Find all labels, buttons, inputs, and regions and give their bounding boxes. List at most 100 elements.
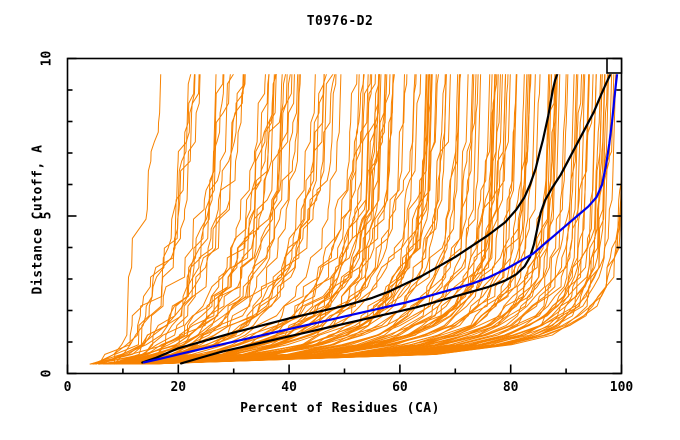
x-tick-label: 80 <box>502 379 519 395</box>
ensemble-curve <box>135 74 459 365</box>
ensemble-curve <box>141 74 613 365</box>
ensemble-curve <box>110 74 299 365</box>
y-tick-label: 10 <box>39 50 54 66</box>
ensemble-curve <box>109 74 225 365</box>
ensemble-curve <box>136 74 569 365</box>
data-curves-group <box>89 74 622 365</box>
ensemble-curve <box>128 74 498 365</box>
top-right-notch <box>606 57 623 74</box>
ensemble-curve <box>100 74 200 365</box>
ensemble-curve <box>117 74 430 365</box>
ensemble-curve <box>125 74 541 365</box>
ensemble-curve <box>136 74 557 365</box>
ensemble-curve <box>144 74 603 365</box>
ensemble-curve <box>138 74 461 365</box>
ensemble-curve <box>93 74 270 365</box>
ensemble-curve <box>114 74 266 365</box>
ensemble-curve <box>126 74 553 365</box>
ensemble-curve <box>114 74 437 365</box>
ensemble-curve <box>136 74 473 365</box>
ensemble-curve <box>102 74 316 365</box>
ensemble-curve <box>133 74 475 365</box>
ensemble-curve <box>111 74 283 365</box>
ensemble-curve <box>127 74 408 365</box>
ensemble-curve <box>125 74 325 365</box>
ensemble-curve <box>110 74 301 365</box>
ensemble-curve <box>94 74 277 365</box>
ensemble-curve <box>103 74 334 365</box>
x-tick-label: 20 <box>170 379 187 395</box>
x-tick-label: 60 <box>392 379 408 395</box>
ensemble-curve <box>145 74 584 365</box>
ensemble-curve <box>116 74 246 365</box>
ensemble-curve <box>137 74 509 365</box>
ensemble-curve <box>122 74 382 365</box>
x-tick-label: 40 <box>281 379 297 395</box>
ensemble-curve <box>113 74 433 365</box>
ensemble-curve <box>107 74 277 365</box>
ensemble-curve <box>117 74 429 365</box>
ensemble-curve <box>140 156 622 365</box>
ensemble-curve <box>134 74 567 365</box>
ensemble-curve <box>107 74 245 365</box>
ensemble-curve <box>92 74 195 365</box>
ensemble-curve <box>113 74 201 365</box>
ensemble-curve <box>127 74 479 365</box>
ensemble-curve <box>149 74 617 365</box>
y-tick-label: 0 <box>39 369 54 377</box>
ensemble-curve <box>89 74 231 365</box>
series-highlight-blue <box>142 74 619 364</box>
ensemble-curve <box>112 74 291 365</box>
ensemble-curve <box>98 74 192 365</box>
series-reference-black-2 <box>179 74 612 365</box>
page-title: T0976-D2 <box>306 14 374 29</box>
ensemble-curve <box>121 74 342 365</box>
ensemble-curve <box>149 74 602 365</box>
ensemble-curve <box>129 74 469 365</box>
ensemble-curve <box>103 74 325 365</box>
y-tick-label: 5 <box>39 211 54 220</box>
ensemble-curve <box>135 74 525 365</box>
ensemble-curve <box>137 74 528 365</box>
ensemble-curve <box>126 74 380 365</box>
ensemble-curve <box>134 74 608 365</box>
ensemble-curve <box>108 74 295 365</box>
ensemble-curve <box>129 74 579 365</box>
ensemble-curve <box>148 169 622 365</box>
series-reference-black-1 <box>141 74 559 364</box>
ensemble-curve <box>89 74 244 365</box>
ensemble-curve <box>99 74 234 365</box>
ensemble-curve <box>136 74 575 365</box>
ensemble-curve <box>131 74 511 365</box>
ensemble-curve <box>123 74 371 365</box>
ensemble-curve <box>95 74 162 365</box>
ensemble-curve <box>147 74 597 365</box>
ensemble-curve <box>137 74 536 365</box>
ensemble-curve <box>134 74 395 365</box>
ensemble-curve <box>115 74 293 365</box>
ensemble-curve <box>113 74 386 365</box>
ensemble-curve <box>124 74 499 365</box>
ensemble-curve <box>106 74 300 365</box>
ensemble-curve <box>103 74 358 365</box>
ensemble-curve <box>122 74 388 365</box>
ensemble-curve <box>109 74 275 365</box>
ensemble-curve <box>121 74 365 365</box>
ensemble-curve <box>135 74 433 365</box>
x-axis-label: Percent of Residues (CA) <box>240 401 440 416</box>
x-tick-label: 0 <box>63 379 72 395</box>
x-tick-label: 100 <box>609 379 634 395</box>
ensemble-curve <box>132 74 482 365</box>
ensemble-curve <box>133 74 493 365</box>
ensemble-curve <box>116 74 336 365</box>
ensemble-curve <box>133 74 506 365</box>
ensemble-curve <box>141 74 558 365</box>
ensemble-curve <box>91 74 217 365</box>
ensemble-curve <box>134 74 496 365</box>
ensemble-curve <box>126 74 460 365</box>
ensemble-curve <box>104 74 288 365</box>
ensemble-curve <box>117 74 501 365</box>
ensemble-curve <box>138 74 561 365</box>
